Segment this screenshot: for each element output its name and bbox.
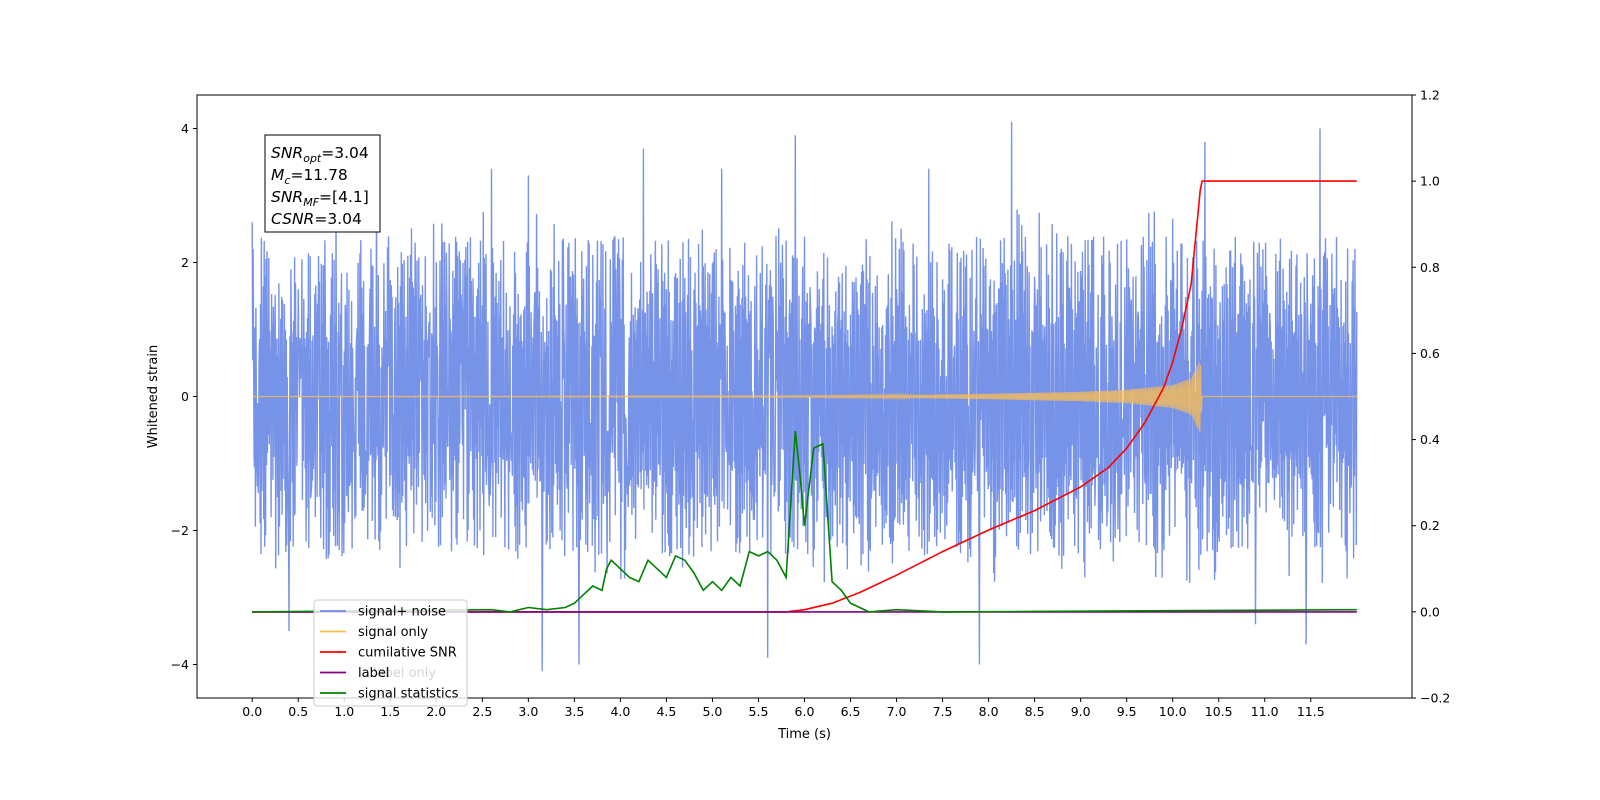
annotation-symbol: CSNR [271, 210, 314, 228]
y2-tick-label: 1.0 [1420, 174, 1440, 189]
annotation-frame [264, 134, 381, 233]
annotation-value: =[4.1] [319, 188, 369, 206]
signal-plus-noise-line [251, 121, 1358, 672]
x-tick-label: 1.0 [334, 704, 354, 719]
x-axis-label: Time (s) [777, 727, 831, 742]
legend-label: signal statistics [358, 687, 459, 702]
x-axis-ticks: 0.0 0.5 1.0 1.5 2.0 2.5 3.0 3.5 4.0 4.5 5.0 5.5 6.0 6… [242, 698, 1325, 719]
y-tick-label: 0 [181, 389, 189, 404]
x-tick-label: 5.5 [749, 704, 769, 719]
y-tick-label: 2 [181, 255, 189, 270]
series-signal-plus-noise [251, 121, 1358, 672]
y-tick-label: −4 [171, 657, 189, 672]
legend-label: signal+ noise [358, 605, 446, 620]
legend-label: label [358, 666, 389, 681]
x-tick-label: 2.0 [426, 704, 446, 719]
annotation-value: =3.04 [314, 210, 362, 228]
annotation-subscript: opt [303, 152, 322, 165]
legend-label: signal only [358, 625, 428, 640]
cumulative-snr-line [252, 180, 1357, 613]
y2-tick-label: −0.2 [1420, 691, 1450, 706]
y2-tick-label: 0.6 [1420, 346, 1440, 361]
y2-axis-ticks: −0.2 0.0 0.2 0.4 0.6 0.8 1.0 1.2 [1412, 88, 1450, 706]
y2-tick-label: 0.2 [1420, 518, 1440, 533]
annotation-subscript: c [284, 174, 290, 187]
x-tick-label: 7.5 [933, 704, 953, 719]
annotation-line: SNRMF=[4.1] [271, 188, 369, 209]
x-tick-label: 8.5 [1025, 704, 1045, 719]
annotation-line: CSNR=3.04 [271, 210, 362, 228]
annotation-value: =3.04 [321, 144, 369, 162]
legend-label: cumilative SNR [358, 646, 457, 661]
x-tick-label: 8.0 [979, 704, 999, 719]
x-tick-label: 10.0 [1159, 704, 1187, 719]
series-cumulative-snr [252, 180, 1357, 613]
annotation-symbol: SNR [271, 188, 303, 206]
annotation-line: SNRopt=3.04 [271, 144, 369, 165]
x-tick-label: 9.5 [1117, 704, 1137, 719]
x-tick-label: 9.0 [1071, 704, 1091, 719]
x-tick-label: 4.5 [656, 704, 676, 719]
annotation-symbol: SNR [271, 144, 303, 162]
annotation-subscript: MF [303, 196, 319, 209]
y2-tick-label: 0.0 [1420, 604, 1440, 619]
series-signal-only [252, 362, 1357, 433]
x-tick-label: 2.5 [472, 704, 492, 719]
x-tick-label: 5.0 [703, 704, 723, 719]
y-tick-label: −2 [171, 523, 189, 538]
x-tick-label: 3.5 [564, 704, 584, 719]
x-tick-label: 1.5 [380, 704, 400, 719]
x-tick-label: 0.5 [288, 704, 308, 719]
x-tick-label: 4.0 [610, 704, 630, 719]
x-tick-label: 0.0 [242, 704, 262, 719]
x-tick-label: 10.5 [1205, 704, 1233, 719]
y2-tick-label: 1.2 [1420, 88, 1440, 103]
x-tick-label: 3.0 [518, 704, 538, 719]
signal-only-line [252, 362, 1357, 433]
y2-tick-label: 0.4 [1420, 432, 1440, 447]
x-tick-label: 6.0 [795, 704, 815, 719]
y-tick-label: 4 [181, 121, 189, 136]
legend-frame [313, 599, 468, 707]
signal-statistics-line [252, 430, 1357, 613]
y-axis-ticks: −4 −2 0 2 4 [171, 121, 197, 672]
x-tick-label: 7.0 [887, 704, 907, 719]
annotation-line: Mc=11.78 [271, 166, 348, 187]
y-axis-label: Whitened strain [146, 345, 161, 448]
series-signal-statistics [252, 430, 1357, 613]
x-tick-label: 11.5 [1297, 704, 1325, 719]
y2-tick-label: 0.8 [1420, 260, 1440, 275]
x-tick-label: 6.5 [841, 704, 861, 719]
annotation-symbol: M [271, 166, 284, 184]
annotation-value: =11.78 [290, 166, 347, 184]
x-tick-label: 11.0 [1251, 704, 1279, 719]
